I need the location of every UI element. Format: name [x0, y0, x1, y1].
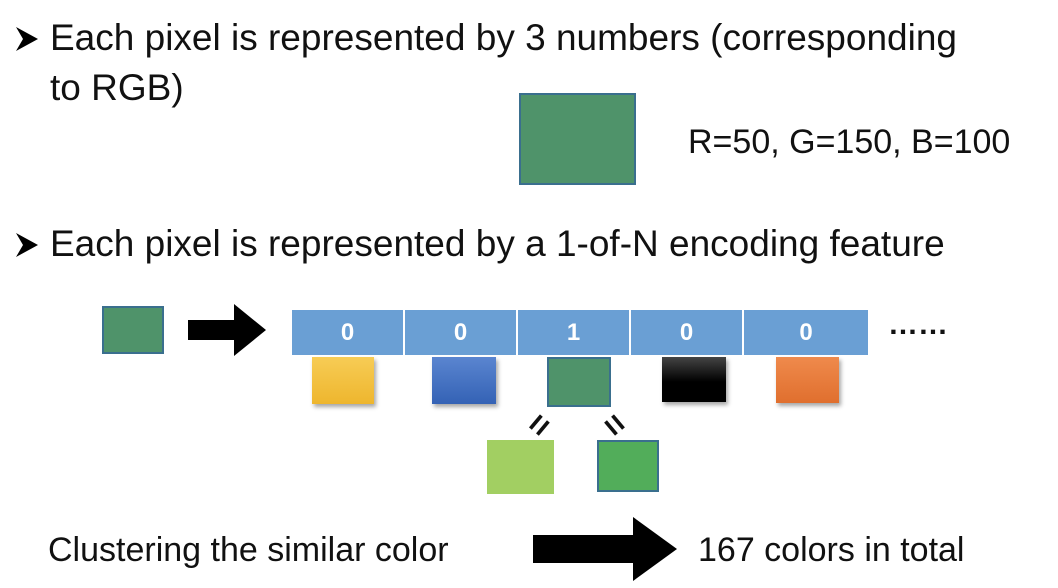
- bullet-one-of-n-text: Each pixel is represented by a 1-of-N en…: [50, 223, 945, 264]
- arrow-bullet-icon: [16, 233, 38, 257]
- vector-cell: 0: [631, 310, 744, 355]
- similar-medium-green-swatch: [597, 440, 659, 492]
- bullet-one-of-n: Each pixel is represented by a 1-of-N en…: [0, 222, 1058, 272]
- clustering-label: Clustering the similar color: [48, 531, 449, 569]
- input-pixel-swatch: [102, 306, 164, 354]
- palette-green-swatch: [547, 357, 611, 407]
- right-arrow-icon: [533, 517, 677, 581]
- bullet-rgb: Each pixel is represented by 3 numbers (…: [0, 16, 1058, 108]
- vector-cell: 1: [518, 310, 631, 355]
- vector-cell: 0: [292, 310, 405, 355]
- palette-black-swatch: [662, 357, 726, 402]
- palette-blue-swatch: [432, 357, 496, 404]
- palette-orange-swatch: [776, 357, 839, 403]
- rgb-values-label: R=50, G=150, B=100: [688, 123, 1011, 161]
- bullet-rgb-line2: to RGB): [50, 67, 184, 108]
- bullet-rgb-line1: Each pixel is represented by 3 numbers (…: [50, 17, 957, 58]
- arrow-bullet-icon: [16, 27, 38, 51]
- right-arrow-icon: [188, 304, 266, 356]
- palette-yellow-swatch: [312, 357, 374, 404]
- vector-cell: 0: [744, 310, 868, 355]
- rgb-pixel-swatch: [519, 93, 636, 185]
- vector-ellipsis: ……: [888, 308, 948, 341]
- similar-light-green-swatch: [487, 440, 554, 494]
- vector-cell: 0: [405, 310, 518, 355]
- total-colors-label: 167 colors in total: [698, 531, 965, 569]
